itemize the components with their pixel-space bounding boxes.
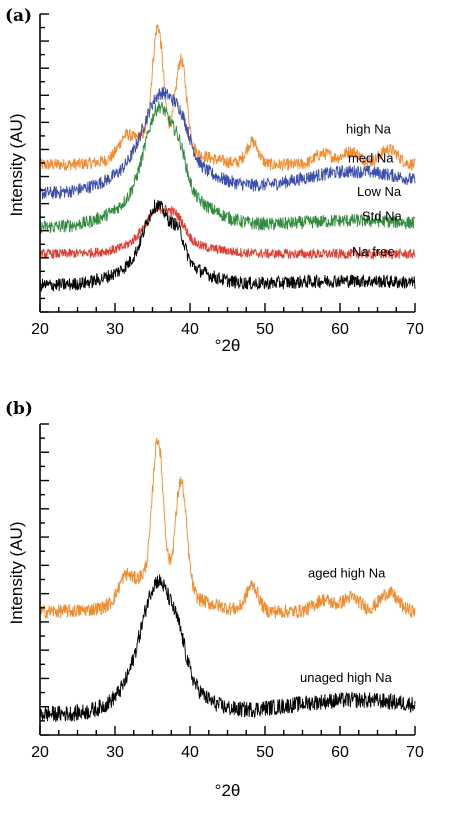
series-label: high Na <box>346 121 392 136</box>
x-tick-label: 60 <box>331 321 349 338</box>
series-line-high-na <box>39 24 416 172</box>
series-label: Na free <box>352 244 395 259</box>
series-label: med Na <box>348 150 394 165</box>
x-tick-label: 70 <box>406 744 424 761</box>
x-tick-label: 40 <box>181 321 199 338</box>
series-label: Low Na <box>357 184 402 199</box>
chart-panel-a: (a) high Na med Na Low Na Std Na Na free 20 30 4… <box>5 6 424 355</box>
x-tick-label: 50 <box>256 744 274 761</box>
series-line-low-na <box>39 101 416 234</box>
x-tick-label: 30 <box>106 744 124 761</box>
x-axis-label: °2θ <box>215 336 241 355</box>
series-line-na-free <box>39 199 416 292</box>
series-label: Std Na <box>362 209 403 224</box>
panel-label: (a) <box>5 6 32 26</box>
x-tick-label: 60 <box>331 744 349 761</box>
x-tick-label: 20 <box>31 321 49 338</box>
x-tick-label: 40 <box>181 744 199 761</box>
x-axis-label: °2θ <box>215 781 241 800</box>
x-tick-label: 70 <box>406 321 424 338</box>
x-tick-label: 20 <box>31 744 49 761</box>
x-tick-label: 50 <box>256 321 274 338</box>
series-line-aged-high-na <box>39 437 416 620</box>
series-line-med-na <box>39 86 416 201</box>
y-axis-label: Intensity (AU) <box>7 114 26 217</box>
series-label: aged high Na <box>308 565 386 580</box>
panel-label: (b) <box>5 399 33 419</box>
series-line-std-na <box>39 204 416 261</box>
y-axis-label: Intensity (AU) <box>7 522 26 625</box>
x-tick-label: 30 <box>106 321 124 338</box>
series-line-unaged-high-na <box>39 574 416 723</box>
chart-panel-b: (b) aged high Na unaged high Na 20 30 40 50 60 7… <box>5 399 424 800</box>
series-label: unaged high Na <box>300 670 393 685</box>
